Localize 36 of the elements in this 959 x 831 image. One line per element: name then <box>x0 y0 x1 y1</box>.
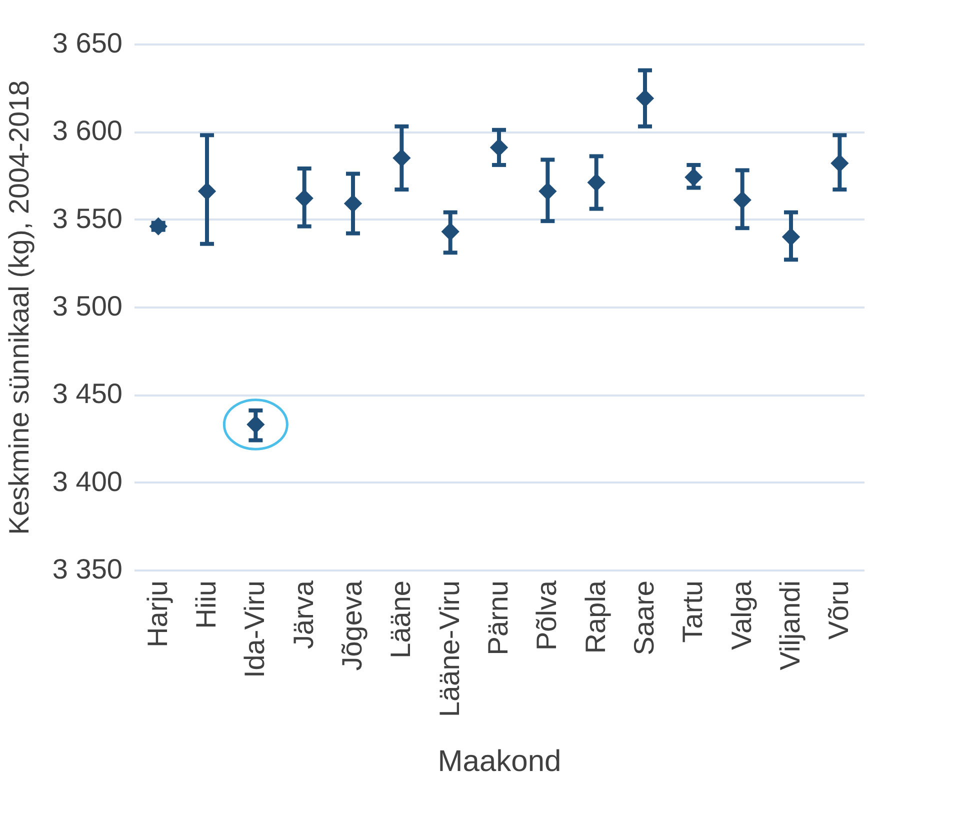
x-tick-label: Harju <box>142 580 173 648</box>
point <box>830 154 849 172</box>
x-tick-label: Hiiu <box>190 580 222 629</box>
y-tick-label: 3 650 <box>52 28 122 58</box>
point <box>782 228 800 246</box>
x-tick-label: Saare <box>628 580 660 656</box>
y-tick-label: 3 450 <box>52 378 122 410</box>
x-axis-title: Maakond <box>438 744 562 778</box>
x-tick-label: Tartu <box>677 580 708 643</box>
x-tick-label: Järva <box>288 580 319 649</box>
point <box>636 89 654 108</box>
point <box>538 182 557 200</box>
point <box>587 173 606 192</box>
x-tick-label: Võru <box>823 580 854 640</box>
y-tick-label: 3 600 <box>52 115 122 146</box>
x-tick-label: Jõgeva <box>336 580 368 671</box>
y-tick-label: 3 550 <box>52 202 122 234</box>
x-tick-label: Valga <box>726 580 757 650</box>
y-tick-label: 3 500 <box>52 290 122 322</box>
y-axis-title: Keskmine sünnikaal (kg), 2004-2018 <box>3 80 34 535</box>
x-tick-label: Põlva <box>531 580 562 651</box>
x-tick-label: Viljandi <box>774 580 806 670</box>
y-tick-label: 3 400 <box>52 466 122 497</box>
point <box>295 189 314 208</box>
x-tick-label: Lääne-Viru <box>434 580 465 717</box>
x-tick-label: Pärnu <box>482 580 514 656</box>
point <box>198 182 216 200</box>
point <box>684 168 703 186</box>
x-tick-label: Rapla <box>580 580 611 654</box>
point <box>441 222 460 241</box>
point <box>149 217 168 236</box>
point <box>392 148 411 168</box>
y-tick-label: 3 350 <box>52 554 122 584</box>
x-tick-label: Ida-Viru <box>239 580 270 678</box>
x-tick-label: Lääne <box>385 580 416 658</box>
point <box>733 190 752 210</box>
